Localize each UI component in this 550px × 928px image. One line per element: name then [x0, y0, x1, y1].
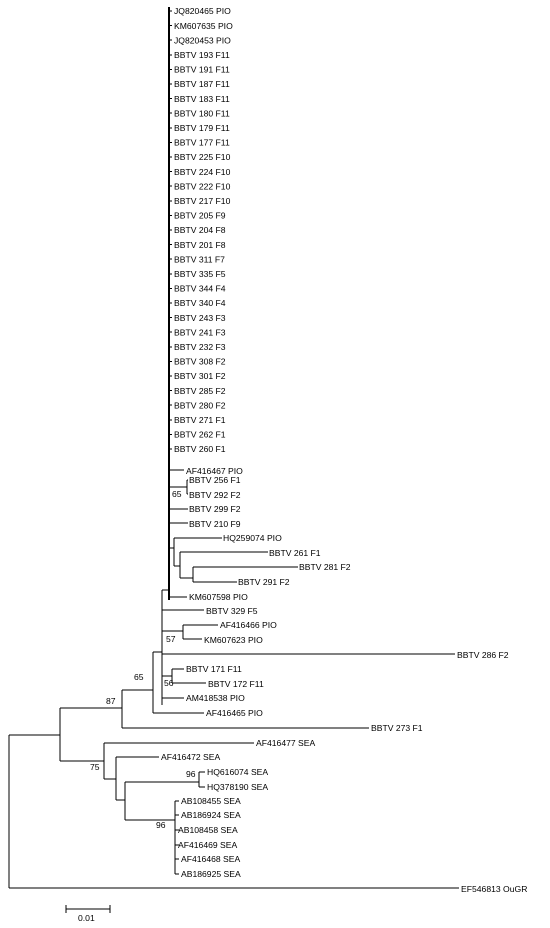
- tip-label-trunk: JQ820453 PIO: [174, 35, 231, 45]
- tip-label-am418538: AM418538 PIO: [186, 693, 245, 703]
- tip-label-af416467: AF416467 PIO: [186, 466, 243, 476]
- tip-label-af416468: AF416468 SEA: [181, 854, 241, 864]
- tip-label-km607598: KM607598 PIO: [189, 592, 248, 602]
- tip-label-trunk: BBTV 224 F10: [174, 167, 231, 177]
- tip-label-hq259074: HQ259074 PIO: [223, 533, 282, 543]
- bootstrap-value: 96: [186, 769, 196, 779]
- bootstrap-value: 65: [134, 672, 144, 682]
- bootstrap-value: 65: [172, 489, 182, 499]
- tip-label-trunk: BBTV 193 F11: [174, 50, 230, 60]
- bootstrap-value: 57: [166, 634, 176, 644]
- bootstrap-values: 65 57 56 65 87 75 96 96: [90, 489, 196, 830]
- tip-label-trunk: BBTV 204 F8: [174, 225, 226, 235]
- tip-label-bbtv-273: BBTV 273 F1: [371, 723, 423, 733]
- tip-label-trunk: BBTV 225 F10: [174, 152, 231, 162]
- tip-label-trunk: BBTV 232 F3: [174, 342, 226, 352]
- tip-label-trunk: BBTV 243 F3: [174, 313, 226, 323]
- tip-label-trunk: KM607635 PIO: [174, 21, 233, 31]
- tip-label-af416465: AF416465 PIO: [206, 708, 263, 718]
- tip-label-bbtv-210: BBTV 210 F9: [189, 519, 241, 529]
- tip-label-bbtv-256: BBTV 256 F1: [189, 475, 241, 485]
- tip-label-trunk: BBTV 280 F2: [174, 400, 226, 410]
- tip-label-trunk: BBTV 271 F1: [174, 415, 226, 425]
- tip-label-bbtv-291: BBTV 291 F2: [238, 577, 290, 587]
- tip-label-bbtv-299: BBTV 299 F2: [189, 504, 241, 514]
- tip-label-bbtv-286: BBTV 286 F2: [457, 650, 509, 660]
- bootstrap-value: 96: [156, 820, 166, 830]
- tip-label-trunk: BBTV 340 F4: [174, 298, 226, 308]
- tip-label-af416472: AF416472 SEA: [161, 752, 221, 762]
- tip-label-trunk: BBTV 183 F11: [174, 94, 230, 104]
- tip-label-ab186925: AB186925 SEA: [181, 869, 241, 879]
- tip-label-trunk: BBTV 301 F2: [174, 371, 226, 381]
- tip-label-trunk: BBTV 179 F11: [174, 123, 230, 133]
- tip-label-trunk: BBTV 311 F7: [174, 254, 225, 264]
- tip-label-trunk: JQ820465 PIO: [174, 6, 231, 16]
- tip-label-trunk: BBTV 217 F10: [174, 196, 231, 206]
- bootstrap-value: 56: [164, 678, 174, 688]
- tip-label-af416477: AF416477 SEA: [256, 738, 316, 748]
- tip-label-ab108455: AB108455 SEA: [181, 796, 241, 806]
- tip-label-trunk: BBTV 205 F9: [174, 211, 226, 221]
- tip-label-ab108458: AB108458 SEA: [178, 825, 238, 835]
- tip-label-hq378190: HQ378190 SEA: [207, 782, 268, 792]
- tip-label-trunk: BBTV 308 F2: [174, 357, 226, 367]
- tip-label-bbtv-329: BBTV 329 F5: [206, 606, 258, 616]
- tip-label-bbtv-292: BBTV 292 F2: [189, 490, 241, 500]
- tip-label-af416466: AF416466 PIO: [220, 620, 277, 630]
- tip-label-trunk: BBTV 177 F11: [174, 138, 230, 148]
- tip-label-trunk: BBTV 222 F10: [174, 181, 231, 191]
- tip-label-trunk: BBTV 285 F2: [174, 386, 226, 396]
- tip-label-trunk: BBTV 241 F3: [174, 327, 226, 337]
- tip-label-bbtv-261: BBTV 261 F1: [269, 548, 321, 558]
- tip-label-bbtv-281: BBTV 281 F2: [299, 562, 351, 572]
- tip-label-trunk: BBTV 262 F1: [174, 430, 226, 440]
- tip-label-bbtv-172: BBTV 172 F11: [208, 679, 264, 689]
- scale-bar: 0.01: [65, 905, 111, 923]
- tip-label-bbtv-171: BBTV 171 F11: [186, 664, 242, 674]
- tip-label-trunk: BBTV 344 F4: [174, 284, 226, 294]
- tip-label-trunk: BBTV 335 F5: [174, 269, 226, 279]
- tip-label-trunk: BBTV 201 F8: [174, 240, 226, 250]
- bootstrap-value: 75: [90, 762, 100, 772]
- tip-label-km607623: KM607623 PIO: [204, 635, 263, 645]
- tip-label-trunk: BBTV 260 F1: [174, 444, 226, 454]
- tip-label-trunk: BBTV 191 F11: [174, 65, 230, 75]
- scale-bar-label: 0.01: [78, 913, 95, 923]
- tip-label-af416469: AF416469 SEA: [178, 840, 238, 850]
- tip-label-ef546813: EF546813 OuGR: [461, 884, 527, 894]
- tip-label-ab186924: AB186924 SEA: [181, 810, 241, 820]
- bootstrap-value: 87: [106, 696, 116, 706]
- tip-label-trunk: BBTV 180 F11: [174, 108, 230, 118]
- tip-labels: AF416467 PIO BBTV 256 F1 BBTV 292 F2 BBT…: [161, 6, 527, 894]
- tree-branches: [8, 7, 459, 889]
- tip-label-trunk: BBTV 187 F11: [174, 79, 230, 89]
- tip-label-hq616074: HQ616074 SEA: [207, 767, 268, 777]
